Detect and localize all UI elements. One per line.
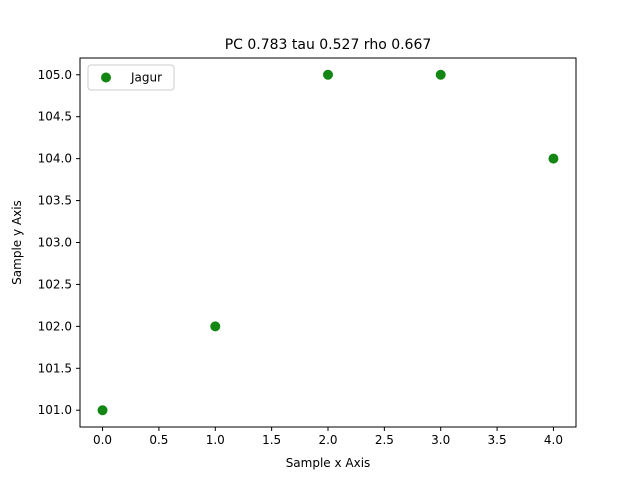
y-tick-label: 101.5	[38, 361, 72, 375]
x-tick-label: 1.0	[206, 433, 225, 447]
x-tick-label: 3.5	[488, 433, 507, 447]
y-tick-label: 103.0	[38, 236, 72, 250]
x-tick-label: 0.0	[93, 433, 112, 447]
data-point	[548, 153, 559, 164]
y-tick-label: 102.5	[38, 277, 72, 291]
legend: Jagur	[87, 64, 175, 91]
x-tick-label: 3.0	[431, 433, 450, 447]
x-tick-label: 2.0	[318, 433, 337, 447]
y-tick-label: 104.5	[38, 110, 72, 124]
legend-frame	[87, 64, 175, 91]
y-tick-label: 104.0	[38, 152, 72, 166]
data-point	[210, 321, 221, 332]
x-tick-label: 1.5	[262, 433, 281, 447]
y-axis-label: Sample y Axis	[10, 200, 24, 285]
x-axis-ticks: 0.0 0.5 1.0 1.5 2.0 2.5 3.0 3.5 4.0	[93, 427, 563, 447]
y-tick-label: 102.0	[38, 319, 72, 333]
y-tick-label: 105.0	[38, 68, 72, 82]
x-tick-label: 4.0	[544, 433, 563, 447]
x-tick-label: 2.5	[375, 433, 394, 447]
x-tick-label: 0.5	[149, 433, 168, 447]
data-point	[323, 69, 333, 80]
chart-title: PC 0.783 tau 0.527 rho 0.667	[225, 37, 432, 53]
legend-marker	[101, 72, 111, 83]
y-axis-ticks: 101.0 101.5 102.0 102.5 103.0 103.5 104.0 104.5…	[38, 68, 80, 417]
x-axis-label: Sample x Axis	[286, 456, 371, 470]
points-layer	[97, 69, 559, 416]
data-point	[435, 69, 446, 80]
data-point	[97, 405, 108, 416]
legend-label: Jagur	[130, 71, 162, 85]
y-tick-label: 101.0	[38, 403, 72, 417]
y-tick-label: 103.5	[38, 194, 72, 208]
